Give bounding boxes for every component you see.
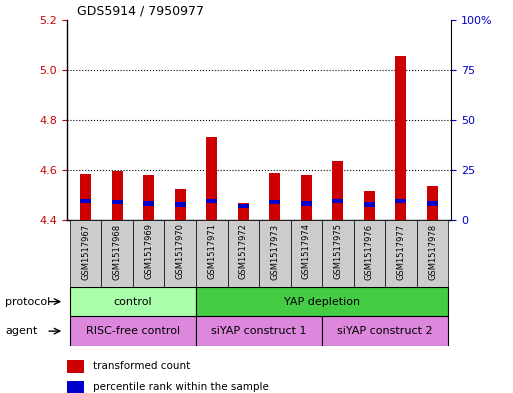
Bar: [269, 200, 280, 204]
Bar: [80, 198, 91, 203]
Bar: [301, 176, 312, 220]
Bar: [364, 202, 375, 207]
Bar: [206, 198, 218, 203]
Text: GSM1517969: GSM1517969: [144, 223, 153, 279]
Bar: [175, 202, 186, 207]
Bar: [175, 189, 186, 220]
Bar: [417, 220, 448, 287]
Bar: [67, 381, 84, 393]
Text: GSM1517970: GSM1517970: [176, 223, 185, 279]
Bar: [133, 220, 165, 287]
Bar: [238, 203, 249, 220]
Text: agent: agent: [5, 326, 37, 336]
Text: GSM1517973: GSM1517973: [270, 223, 280, 279]
Bar: [165, 220, 196, 287]
Text: siYAP construct 1: siYAP construct 1: [211, 326, 307, 336]
Bar: [112, 200, 123, 204]
Text: YAP depletion: YAP depletion: [284, 297, 360, 307]
Text: protocol: protocol: [5, 297, 50, 307]
Text: transformed count: transformed count: [93, 361, 190, 371]
Bar: [322, 220, 353, 287]
Text: GSM1517975: GSM1517975: [333, 223, 342, 279]
Bar: [196, 316, 322, 346]
Bar: [301, 201, 312, 206]
Bar: [385, 220, 417, 287]
Bar: [67, 360, 84, 373]
Bar: [80, 174, 91, 220]
Text: RISC-free control: RISC-free control: [86, 326, 180, 336]
Text: GSM1517968: GSM1517968: [113, 223, 122, 279]
Text: GSM1517971: GSM1517971: [207, 223, 216, 279]
Text: GSM1517972: GSM1517972: [239, 223, 248, 279]
Text: GSM1517977: GSM1517977: [397, 223, 405, 279]
Text: GSM1517974: GSM1517974: [302, 223, 311, 279]
Text: GSM1517978: GSM1517978: [428, 223, 437, 279]
Bar: [196, 220, 228, 287]
Bar: [112, 171, 123, 220]
Bar: [427, 201, 438, 206]
Text: percentile rank within the sample: percentile rank within the sample: [93, 382, 269, 392]
Bar: [238, 204, 249, 208]
Bar: [206, 138, 218, 220]
Bar: [70, 220, 102, 287]
Bar: [332, 198, 343, 203]
Bar: [427, 186, 438, 220]
Bar: [102, 220, 133, 287]
Bar: [143, 201, 154, 206]
Bar: [322, 316, 448, 346]
Text: siYAP construct 2: siYAP construct 2: [338, 326, 433, 336]
Text: GSM1517976: GSM1517976: [365, 223, 374, 279]
Bar: [269, 173, 280, 220]
Bar: [70, 287, 196, 316]
Bar: [290, 220, 322, 287]
Text: control: control: [113, 297, 152, 307]
Bar: [70, 316, 196, 346]
Text: GSM1517967: GSM1517967: [81, 223, 90, 279]
Bar: [143, 176, 154, 220]
Bar: [364, 191, 375, 220]
Bar: [353, 220, 385, 287]
Text: GDS5914 / 7950977: GDS5914 / 7950977: [77, 5, 204, 18]
Bar: [396, 56, 406, 220]
Bar: [228, 220, 259, 287]
Bar: [332, 161, 343, 220]
Bar: [396, 198, 406, 203]
Bar: [259, 220, 290, 287]
Bar: [196, 287, 448, 316]
